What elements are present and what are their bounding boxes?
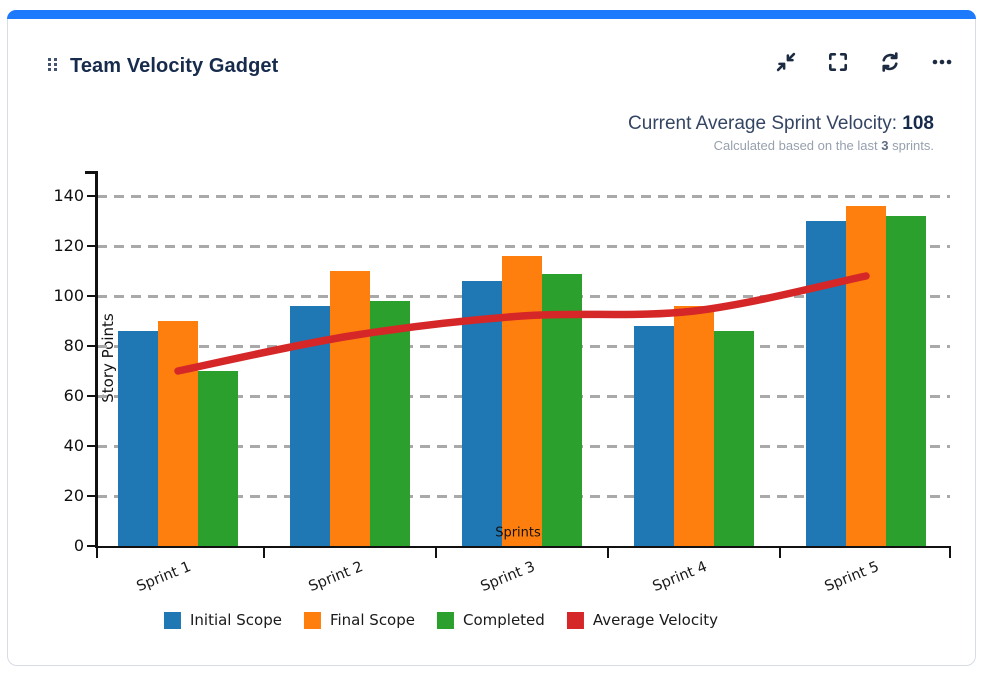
velocity-summary-sub: Calculated based on the last 3 sprints. [713, 138, 934, 153]
bar-final-scope-3 [502, 256, 542, 546]
legend-label: Initial Scope [189, 611, 282, 629]
legend-swatch [437, 611, 454, 629]
x-tick-3 [606, 546, 610, 558]
gadget-title: Team Velocity Gadget [70, 55, 279, 77]
gridline-y140 [97, 194, 950, 198]
legend-swatch [566, 611, 584, 629]
y-tick-0 [87, 544, 97, 548]
bar-initial-scope-1 [118, 331, 158, 546]
y-tick-label-20: 20 [63, 486, 84, 505]
x-tick-0 [95, 546, 99, 558]
y-tick-label-80: 80 [63, 336, 84, 355]
velocity-value: 108 [902, 113, 934, 134]
bar-completed-3 [542, 273, 582, 546]
legend-item-initial-scope: Initial Scope [163, 611, 282, 629]
x-axis-spine [95, 545, 951, 549]
gadget-header: Team Velocity Gadget [8, 11, 975, 91]
velocity-summary: Current Average Sprint Velocity: 108 Cal… [628, 113, 934, 153]
legend-label: Completed [463, 611, 545, 629]
gridline-y120 [97, 244, 950, 248]
x-tick-1 [262, 546, 266, 558]
bar-initial-scope-5 [806, 221, 846, 546]
y-tick-20 [87, 494, 97, 498]
x-tick-2 [434, 546, 438, 558]
collapse-icon[interactable] [775, 51, 797, 73]
legend-item-average-velocity: Average Velocity [566, 611, 719, 629]
velocity-summary-main: Current Average Sprint Velocity: 108 [628, 113, 934, 134]
y-axis-end-tick [85, 171, 95, 174]
bar-initial-scope-3 [462, 281, 502, 546]
legend-item-final-scope: Final Scope [303, 611, 415, 629]
drag-handle-icon[interactable] [43, 53, 62, 81]
chart-legend: Initial Scope Final Scope Completed Average… [163, 611, 719, 629]
y-tick-140 [87, 194, 97, 198]
fullscreen-icon[interactable] [827, 51, 849, 73]
y-tick-40 [87, 444, 97, 448]
bar-final-scope-1 [158, 321, 198, 546]
x-tick-4 [778, 546, 782, 558]
gadget-toolbar [775, 51, 953, 73]
x-tick-5 [948, 546, 952, 558]
legend-swatch [303, 611, 321, 629]
x-axis-title: Sprints [495, 525, 541, 541]
y-axis-spine [95, 171, 98, 548]
bar-initial-scope-4 [634, 326, 674, 546]
legend-label: Average Velocity [592, 611, 719, 629]
bar-final-scope-4 [674, 306, 714, 546]
y-tick-100 [87, 294, 97, 298]
y-tick-60 [87, 394, 97, 398]
bar-final-scope-5 [846, 206, 886, 546]
y-tick-label-0: 0 [73, 536, 84, 555]
y-tick-80 [87, 344, 97, 348]
legend-swatch [163, 611, 181, 629]
legend-item-completed: Completed [437, 611, 545, 629]
y-tick-label-60: 60 [63, 386, 84, 405]
bar-completed-5 [886, 216, 926, 546]
more-icon[interactable] [931, 51, 953, 73]
y-tick-label-40: 40 [63, 436, 84, 455]
y-tick-label-100: 100 [53, 286, 84, 305]
gadget-accent-bar [7, 10, 976, 19]
y-tick-label-140: 140 [53, 186, 84, 205]
refresh-icon[interactable] [879, 51, 901, 73]
y-tick-120 [87, 244, 97, 248]
bar-completed-4 [714, 331, 754, 546]
y-tick-label-120: 120 [53, 236, 84, 255]
bar-completed-1 [198, 371, 238, 546]
legend-label: Final Scope [329, 611, 415, 629]
bar-completed-2 [370, 301, 410, 546]
bar-final-scope-2 [330, 271, 370, 546]
